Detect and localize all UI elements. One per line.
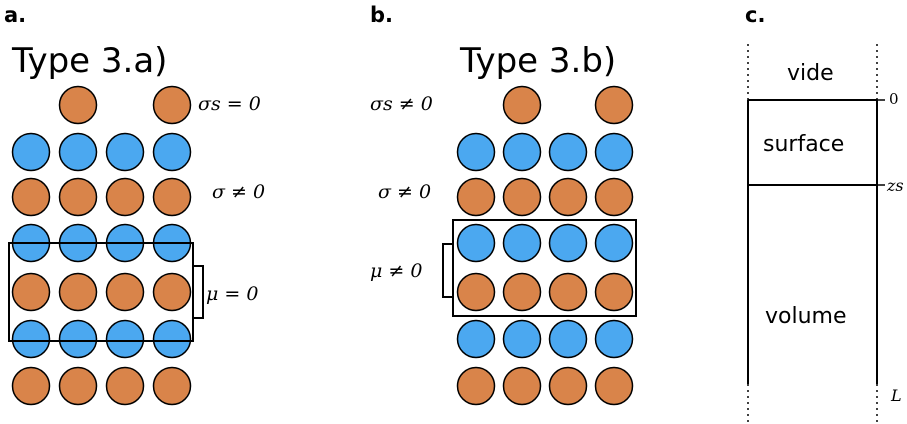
panel-a-orange-particle [152, 272, 192, 312]
panel-a-orange-particle [152, 366, 192, 406]
panel-b-particle-stack [456, 85, 634, 406]
panel-a-unit-cell-box [8, 242, 194, 342]
panel-b-blue-particle [456, 319, 496, 359]
panel-c-surface-label: surface [763, 132, 844, 157]
panel-b-orange-particle [548, 272, 588, 312]
panel-b-blue-particle [548, 132, 588, 172]
panel-a-orange-particle [58, 85, 98, 125]
panel-a-blue-particle [105, 319, 145, 359]
panel-b-orange-particle [548, 366, 588, 406]
panel-a-orange-particle [105, 366, 145, 406]
panel-b-blue-particle [502, 223, 542, 263]
panel-a-orange-particle [58, 272, 98, 312]
panel-a-blue-particle [152, 319, 192, 359]
panel-c-volume-label: volume [765, 304, 847, 329]
panel-c-letter: c. [745, 3, 765, 27]
panel-a-orange-particle [152, 177, 192, 217]
panel-b-sigma-s-label: σs ≠ 0 [370, 93, 433, 115]
panel-a-orange-particle [11, 177, 51, 217]
panel-a-letter: a. [4, 3, 26, 27]
panel-b-blue-particle [594, 132, 634, 172]
panel-a-particle-stack [11, 85, 192, 406]
panel-b-sigma-label: σ ≠ 0 [378, 181, 431, 203]
panel-b-orange-particle [502, 177, 542, 217]
panel-b-unit-cell-box [452, 219, 637, 317]
panel-a-blue-particle [152, 132, 192, 172]
panel-b-mu-label: μ ≠ 0 [370, 260, 422, 282]
panel-b-blue-particle [594, 223, 634, 263]
panel-b-orange-particle [594, 272, 634, 312]
panel-b-orange-particle [594, 366, 634, 406]
panel-b-bracket [442, 243, 453, 298]
panel-b-orange-particle [456, 366, 496, 406]
panel-a-sigma-label: σ ≠ 0 [212, 181, 265, 203]
panel-a-blue-particle [11, 319, 51, 359]
panel-b-blue-particle [502, 319, 542, 359]
panel-c-zero-tick-label: 0 [889, 90, 899, 108]
panel-b-blue-particle [502, 132, 542, 172]
panel-b-blue-particle [548, 223, 588, 263]
panel-a-title: Type 3.a) [11, 41, 167, 81]
panel-c-zs-tick-label: zs [886, 176, 904, 195]
panel-a-orange-particle [58, 366, 98, 406]
panel-a-sigma-s-label: σs = 0 [198, 93, 261, 115]
panel-b-orange-particle [548, 177, 588, 217]
panel-a-orange-particle [105, 272, 145, 312]
panel-a-bracket [193, 265, 204, 319]
panel-a-blue-particle [58, 132, 98, 172]
panel-b-blue-particle [456, 132, 496, 172]
panel-b-orange-particle [502, 366, 542, 406]
panel-b-blue-particle [548, 319, 588, 359]
panel-b-orange-particle [502, 85, 542, 125]
panel-b-orange-particle [594, 85, 634, 125]
panel-a-mu-label: μ = 0 [206, 283, 258, 305]
panel-a-orange-particle [11, 366, 51, 406]
panel-b-letter: b. [370, 3, 393, 27]
panel-a-blue-particle [105, 132, 145, 172]
panel-c-slab-schematic [747, 44, 885, 424]
panel-b-orange-particle [502, 272, 542, 312]
panel-a-blue-particle [58, 319, 98, 359]
panel-b-blue-particle [456, 223, 496, 263]
panel-b-title: Type 3.b) [459, 41, 616, 81]
panel-b-blue-particle [594, 319, 634, 359]
panel-a-orange-particle [152, 85, 192, 125]
panel-c-L-tick-label: L [890, 386, 902, 405]
panel-b-orange-particle [456, 177, 496, 217]
panel-a-orange-particle [105, 177, 145, 217]
panel-c-vide-label: vide [787, 61, 834, 86]
panel-a-orange-particle [11, 272, 51, 312]
panel-a-orange-particle [58, 177, 98, 217]
panel-b-orange-particle [594, 177, 634, 217]
panel-b-orange-particle [456, 272, 496, 312]
panel-a-blue-particle [11, 132, 51, 172]
